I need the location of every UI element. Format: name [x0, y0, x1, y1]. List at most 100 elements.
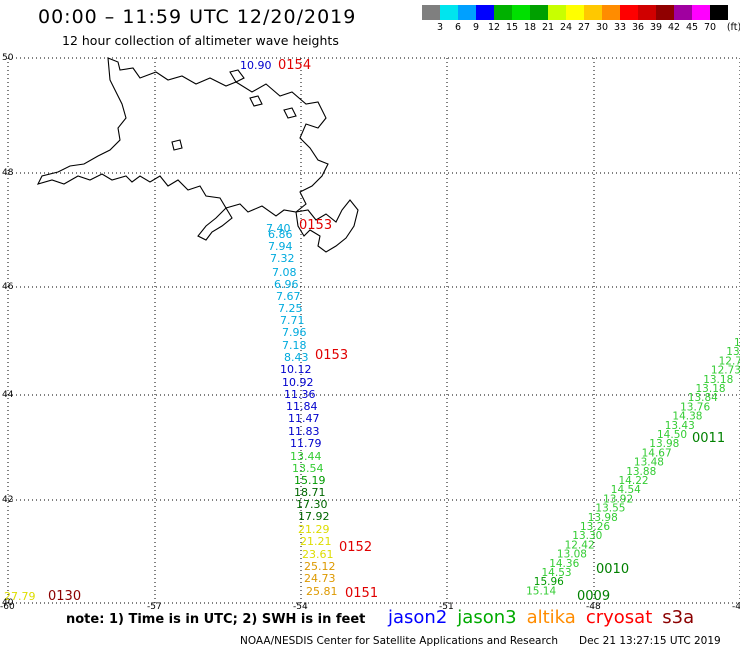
legend-swatch [692, 5, 710, 20]
color-scale-bar [422, 5, 728, 20]
legend-swatch [458, 5, 476, 20]
swh-value: 13.88 [626, 466, 656, 478]
legend-swatch [602, 5, 620, 20]
swh-value: 13.76 [680, 401, 710, 413]
satellite-legend-item: jason3 [457, 607, 517, 628]
swh-value: 27.79 [4, 590, 36, 603]
latitude-label: 48 [2, 168, 14, 178]
swh-value: 14.67 [642, 447, 672, 459]
legend-swatch [638, 5, 656, 20]
legend-label: 33 [613, 22, 627, 33]
satellite-legend: jason2 jason3 altika cryosat s3a [388, 607, 704, 628]
swh-value: 8.43 [284, 351, 309, 364]
swh-value: 12.73 [711, 365, 740, 377]
swh-value: 12.42 [565, 539, 595, 551]
swh-value: 13.92 [603, 493, 633, 505]
pass-time-label: 0009 [577, 589, 610, 604]
longitude-label: -48 [586, 602, 601, 612]
swh-value: 15.14 [526, 585, 556, 597]
generation-timestamp: Dec 21 13:27:15 UTC 2019 [579, 635, 721, 647]
legend-label: 27 [577, 22, 591, 33]
legend-swatch [422, 5, 440, 20]
longitude-label: -51 [439, 602, 454, 612]
pass-time-label: 0151 [345, 586, 378, 601]
swh-value: 14.38 [672, 411, 702, 423]
legend-swatch [710, 5, 728, 20]
latitude-label: 42 [2, 495, 14, 505]
swh-value: 7.96 [282, 326, 307, 339]
legend-label: 39 [649, 22, 663, 33]
legend-label: 3 [436, 22, 444, 33]
swh-value: 6.86 [268, 228, 293, 241]
credit-line: NOAA/NESDIS Center for Satellite Applica… [240, 635, 558, 647]
swh-value: 15.19 [294, 474, 326, 487]
swh-value: 13.48 [634, 457, 664, 469]
swh-value: 7.67 [276, 290, 301, 303]
latitude-label: 46 [2, 282, 14, 292]
swh-value: 7.25 [278, 302, 303, 315]
swh-value: 24.73 [304, 572, 336, 585]
swh-value: 13.18 [696, 383, 726, 395]
swh-value: 21.21 [300, 535, 332, 548]
pass-time-label: 0154 [278, 58, 311, 73]
legend-label: 24 [559, 22, 573, 33]
pass-time-label: 0130 [48, 589, 81, 604]
swh-value: 17.92 [298, 510, 330, 523]
pass-time-label: 0153 [315, 348, 348, 363]
swh-value: 13.39 [734, 337, 740, 349]
legend-swatch [548, 5, 566, 20]
swh-value: 12.74 [719, 355, 740, 367]
legend-swatch [674, 5, 692, 20]
swh-value: 13.26 [580, 521, 610, 533]
satellite-legend-item: s3a [662, 607, 695, 628]
swh-value: 14.36 [549, 558, 579, 570]
legend-label: 70 [703, 22, 717, 33]
newfoundland-coastline [36, 57, 329, 217]
swh-value: 11.79 [290, 437, 322, 450]
avalon-peninsula-coastline [295, 199, 359, 253]
satellite-legend-item: jason2 [388, 607, 448, 628]
legend-swatch [494, 5, 512, 20]
swh-value: 13.54 [292, 462, 324, 475]
swh-value: 14.53 [542, 567, 572, 579]
satellite-legend-item: altika [526, 607, 576, 628]
coastline [36, 57, 359, 253]
legend-swatch [620, 5, 638, 20]
swh-value: 10.92 [282, 376, 314, 389]
legend-label: 36 [631, 22, 645, 33]
satellite-legend-item: cryosat [585, 607, 653, 628]
legend-label: 21 [541, 22, 555, 33]
legend-swatch [512, 5, 530, 20]
swh-value: 13.08 [557, 549, 587, 561]
latitude-label: 40 [2, 598, 14, 608]
latitude-label: 50 [2, 53, 14, 63]
swh-value: 11.84 [286, 400, 318, 413]
legend-label: 30 [595, 22, 609, 33]
pass-time-label: 0153 [299, 218, 332, 233]
swh-value: 21.29 [298, 523, 330, 536]
swh-value: 11.83 [288, 425, 320, 438]
map-grid [7, 57, 740, 604]
swh-value: 10.90 [240, 59, 272, 72]
legend-label: 12 [487, 22, 501, 33]
swh-value: 7.18 [282, 339, 307, 352]
page-subtitle: 12 hour collection of altimeter wave hei… [62, 33, 339, 48]
swh-value: 15.96 [534, 576, 564, 588]
swh-value: 7.32 [270, 252, 295, 265]
swh-value: 18.71 [294, 486, 326, 499]
swh-value: 14.22 [619, 475, 649, 487]
swh-value: 13.18 [703, 374, 733, 386]
legend-swatch [530, 5, 548, 20]
legend-label: 45 [685, 22, 699, 33]
swh-value: 13.44 [290, 450, 322, 463]
legend-label: 15 [505, 22, 519, 33]
swh-value: 13.98 [588, 512, 618, 524]
swh-value: 14.54 [611, 484, 641, 496]
legend-label: 18 [523, 22, 537, 33]
legend-swatch [656, 5, 674, 20]
swh-value: 23.61 [302, 548, 334, 561]
swh-value: 13.98 [649, 438, 679, 450]
longitude-label: -60 [0, 602, 15, 612]
swh-value: 13.84 [688, 392, 718, 404]
